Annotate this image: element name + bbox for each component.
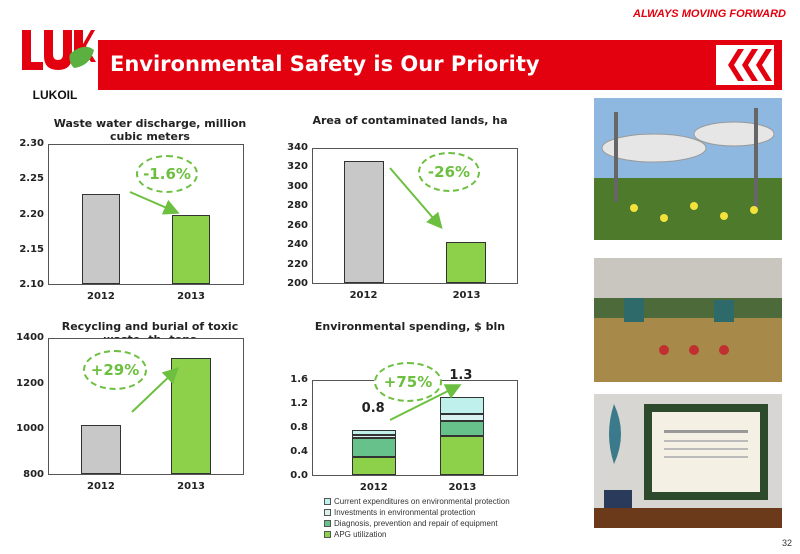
chart1-y-tick-label: 2.20	[19, 208, 44, 220]
chart3-bar-2012	[81, 424, 122, 474]
chart1-bar-2013	[171, 214, 210, 284]
chart3-y-tick-label: 1200	[16, 377, 44, 389]
chart3-trend-arrow	[131, 367, 179, 413]
chart4-bar-2013-segment-1	[439, 435, 484, 475]
chart1-plot-area	[48, 144, 244, 285]
double-chevron-left-icon	[716, 45, 774, 85]
chart1-title-line1: Waste water discharge, million	[53, 117, 247, 130]
chart4-y-tick-label: 1.2	[290, 398, 308, 409]
lukoil-logo: LUKOIL	[14, 24, 96, 102]
legend-label: Investments in environmental protection	[334, 508, 476, 517]
chart4-plot-area	[312, 380, 518, 476]
chart1-y-tick-label: 2.10	[19, 279, 44, 290]
page-title: Environmental Safety is Our Priority	[110, 52, 540, 76]
slogan: ALWAYS MOVING FORWARD	[633, 8, 786, 20]
chart1-y-tick-label: 2.25	[19, 173, 44, 185]
chart1-title-line2: cubic meters	[110, 130, 190, 143]
chart1-y-tick-label: 2.30	[19, 138, 44, 149]
title-banner: Environmental Safety is Our Priority	[98, 40, 782, 90]
chart1-bar-2012	[82, 193, 121, 284]
chart2-title: Area of contaminated lands, ha	[312, 114, 508, 127]
chart4-total-label-2012: 0.8	[361, 401, 385, 417]
chart2-change-badge: -26%	[418, 152, 480, 192]
chart2-y-tick-label: 260	[287, 219, 308, 231]
chart2-bar-2013	[446, 241, 486, 283]
chart2-y-tick-label: 200	[287, 278, 308, 289]
chart2-trend-arrow	[389, 167, 443, 230]
chart1-x-tick-label: 2012	[86, 291, 115, 302]
chart3-x-tick-label: 2012	[86, 481, 115, 492]
chart2-x-tick-label: 2013	[452, 290, 481, 301]
chart2-plot-area	[312, 148, 518, 284]
chart4-bar-2012-segment-2	[352, 438, 397, 457]
legend-label: Current expenditures on environmental pr…	[334, 497, 510, 506]
brand-name: LUKOIL	[32, 88, 78, 102]
chart2-bar-2012	[344, 160, 384, 283]
chart1-change-badge: -1.6%	[136, 155, 198, 193]
chart4-trend-arrow	[389, 384, 462, 421]
legend-item: Diagnosis, prevention and repair of equi…	[324, 518, 510, 529]
chart2-y-tick-label: 340	[287, 142, 308, 153]
legend-label: APG utilization	[334, 530, 387, 539]
chart4-legend: Current expenditures on environmental pr…	[324, 496, 510, 540]
chart4-bar-2012-segment-4	[352, 430, 397, 436]
chart4-bar-2012-segment-3	[352, 435, 397, 438]
chart4-bar-2013-segment-2	[439, 420, 484, 436]
chart2-y-tick-label: 220	[287, 258, 308, 270]
chart4-bar-2013-segment-3	[439, 413, 484, 421]
chart3-plot-area	[48, 338, 244, 475]
legend-item: Investments in environmental protection	[324, 507, 510, 518]
chart4-y-tick-label: 1.6	[290, 374, 308, 385]
chart4-bar-2013-segment-4	[439, 397, 484, 414]
chart2-y-tick-label: 240	[287, 239, 308, 251]
chart4-y-tick-label: 0.4	[290, 446, 308, 457]
chart1-trend-arrow	[129, 191, 180, 215]
chart2-x-tick-label: 2012	[349, 290, 378, 301]
chart1-title: Waste water discharge, million cubic met…	[50, 117, 250, 143]
legend-swatch	[324, 520, 331, 527]
chart3-y-tick-label: 1400	[16, 332, 44, 343]
chart1-y-tick-label: 2.15	[19, 243, 44, 255]
chart4-change-badge: +75%	[374, 362, 442, 402]
photo-award-certificate	[594, 394, 782, 528]
chart4-x-tick-label: 2012	[359, 482, 388, 493]
legend-swatch	[324, 531, 331, 538]
legend-item: APG utilization	[324, 529, 510, 540]
legend-swatch	[324, 498, 331, 505]
chart4-total-label-2013: 1.3	[449, 368, 473, 384]
chart3-title-line1: Recycling and burial of toxic	[61, 320, 239, 333]
chart4-x-tick-label: 2013	[448, 482, 477, 493]
legend-swatch	[324, 509, 331, 516]
photo-oil-field	[594, 258, 782, 382]
chart1-x-tick-label: 2013	[177, 291, 205, 302]
chart3-y-tick-label: 1000	[16, 423, 44, 435]
chart3-x-tick-label: 2013	[177, 481, 205, 492]
legend-label: Diagnosis, prevention and repair of equi…	[334, 519, 498, 528]
chart2-y-tick-label: 280	[287, 200, 308, 212]
chart4-bar-2012-segment-1	[352, 456, 397, 475]
page-number: 32	[781, 538, 792, 548]
chart3-change-badge: +29%	[83, 350, 147, 390]
chart2-y-tick-label: 300	[287, 180, 308, 192]
chart3-y-tick-label: 800	[23, 469, 44, 480]
chart4-y-tick-label: 0.0	[290, 470, 308, 481]
photo-gas-tanks	[594, 98, 782, 240]
chart4-y-tick-label: 0.8	[290, 422, 308, 433]
chart4-title: Environmental spending, $ bln	[314, 320, 506, 333]
chart2-y-tick-label: 320	[287, 161, 308, 173]
legend-item: Current expenditures on environmental pr…	[324, 496, 510, 507]
